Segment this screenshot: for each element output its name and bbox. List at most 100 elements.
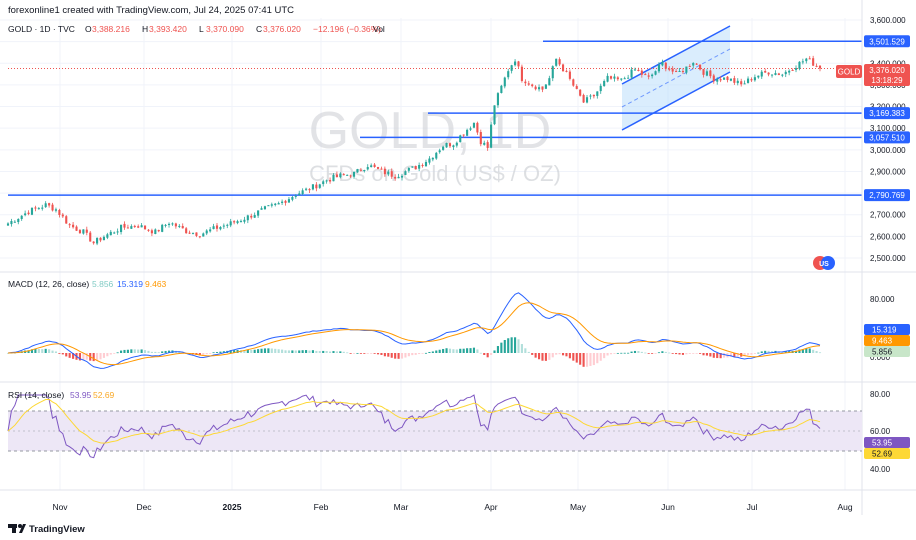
support-level-3-label-bg	[864, 189, 910, 202]
macd-histogram-bar	[472, 347, 476, 353]
rsi-title[interactable]: RSI (14, close)	[8, 390, 64, 400]
candle-body	[246, 215, 249, 221]
macd-histogram-bar	[729, 353, 732, 357]
rsi-ma-badge-text: 52.69	[872, 450, 893, 459]
macd-axis-tick: 80.000	[870, 295, 895, 304]
macd-title[interactable]: MACD (12, 26, close)	[8, 279, 89, 289]
candle-body	[723, 77, 726, 80]
macd-histogram-bar	[616, 352, 619, 354]
macd-histogram-bar	[394, 353, 397, 359]
macd-pane	[6, 292, 822, 369]
rsi-axis-60: 60.00	[870, 427, 891, 436]
candle-body	[308, 189, 311, 191]
candle-body	[777, 73, 780, 76]
macd-histogram-bar	[205, 353, 208, 355]
candle-body	[431, 157, 434, 160]
candle-body	[719, 79, 722, 81]
macd-histogram-bar	[305, 350, 308, 353]
macd-histogram-bar	[34, 348, 37, 353]
time-axis[interactable]: Nov Dec 2025 Feb Mar Apr May Jun Jul Aug	[52, 502, 852, 512]
macd-histogram-bar	[51, 350, 54, 353]
macd-histogram-bar	[445, 348, 448, 353]
ohlc-value: 3,376.020	[263, 24, 301, 34]
support-level-2-label: 3,057.510	[869, 133, 905, 142]
candle-body	[404, 171, 407, 175]
macd-histogram-bar	[507, 338, 510, 353]
candle-body	[161, 224, 164, 232]
candle-body	[688, 66, 691, 68]
macd-histogram-bar	[705, 353, 708, 356]
macd-histogram-bar	[531, 353, 534, 355]
macd-histogram-bar	[390, 353, 393, 358]
macd-histogram-bar	[486, 353, 489, 358]
macd-histogram-bar	[154, 351, 157, 353]
macd-histogram-bar	[257, 349, 260, 353]
macd-histogram-bar	[363, 353, 366, 354]
ohlc-value: 3,388.216	[92, 24, 130, 34]
candle-body	[805, 58, 808, 62]
symbol-legend[interactable]: GOLD · 1D · TVC O 3,388.216 H 3,393.420 L 3,3…	[8, 24, 385, 34]
macd-histogram-bar	[65, 353, 68, 357]
macd-histogram-bar	[661, 351, 664, 353]
candle-body	[257, 210, 260, 216]
macd-histogram-bar	[150, 351, 153, 353]
candle-body	[51, 204, 54, 211]
macd-hist-badge-text: 5.856	[872, 348, 893, 357]
macd-histogram-bar	[260, 348, 263, 353]
resistance-level-label-bg	[864, 35, 910, 48]
rsi-badge-text: 53.95	[872, 439, 893, 448]
tradingview-logo[interactable]: TradingView	[8, 524, 85, 535]
candle-body	[510, 65, 513, 71]
price-axis-tick: 3,100.000	[870, 124, 906, 133]
candle-body	[764, 70, 767, 73]
macd-histogram-bar	[723, 353, 726, 358]
macd-histogram-bar	[294, 350, 297, 353]
candle-body	[575, 86, 578, 89]
candle-body	[808, 58, 811, 60]
candle-body	[452, 145, 455, 148]
macd-histogram-bar	[339, 351, 342, 353]
candle-body	[68, 224, 71, 226]
candle-body	[815, 65, 818, 67]
candle-body	[277, 203, 280, 205]
macd-histogram-bar	[133, 349, 136, 353]
candle-body	[113, 232, 116, 234]
candle-body	[692, 62, 695, 66]
candle-body	[233, 221, 236, 223]
macd-histogram-bar	[712, 353, 715, 358]
macd-histogram-bar	[627, 352, 630, 354]
macd-histogram-bar	[490, 353, 493, 355]
candle-body	[205, 230, 208, 234]
candle-body	[661, 61, 664, 66]
macd-histogram-bar	[342, 351, 345, 353]
candle-body	[524, 81, 527, 84]
candle-body	[287, 199, 291, 203]
candle-body	[657, 64, 661, 72]
ohlc-key: L	[199, 24, 204, 34]
candle-body	[414, 165, 417, 170]
candle-body	[332, 174, 335, 182]
rsi-ma-line	[7, 398, 821, 444]
macd-histogram-bar	[325, 351, 328, 353]
candle-body	[627, 77, 630, 79]
candle-body	[359, 169, 362, 171]
event-icon[interactable]: US	[813, 256, 835, 270]
candle-body	[613, 76, 616, 79]
candle-body	[229, 221, 232, 226]
candle-body	[418, 164, 421, 169]
macd-histogram-bar	[233, 350, 236, 353]
candle-body	[445, 143, 448, 148]
macd-histogram-bar	[106, 353, 109, 357]
candle-body	[630, 69, 633, 78]
macd-histogram-bar	[298, 350, 301, 353]
rsi-axis-80: 80.00	[870, 390, 891, 399]
candle-body	[486, 142, 489, 148]
time-axis-label: May	[570, 502, 587, 512]
channel-upper-line[interactable]	[621, 25, 731, 85]
price-axis-tick: 2,600.000	[870, 232, 906, 241]
ascending-channel[interactable]	[622, 26, 730, 130]
macd-histogram-bar	[301, 350, 304, 353]
candle-body	[442, 146, 445, 150]
channel-lower-line[interactable]	[621, 71, 731, 131]
macd-histogram-bar	[702, 353, 705, 356]
